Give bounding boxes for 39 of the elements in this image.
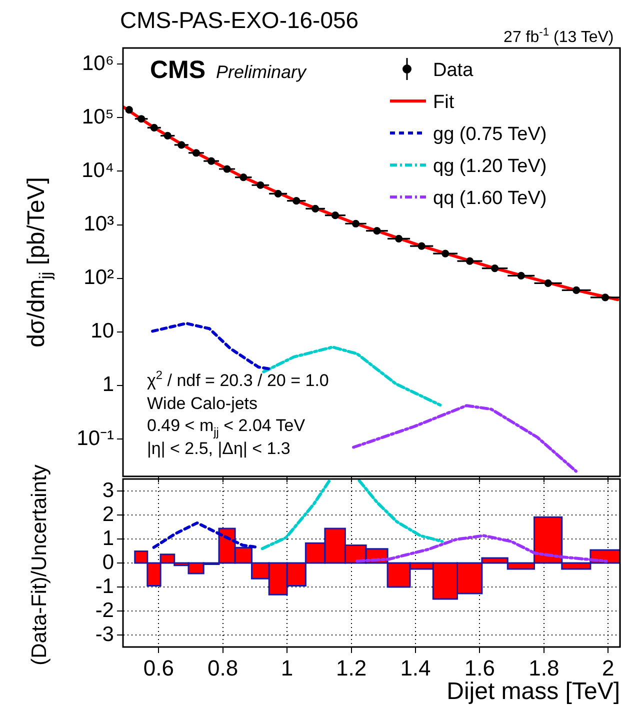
- legend-label: gg (0.75 TeV): [433, 124, 547, 145]
- x-tick-label: 0.8: [208, 655, 238, 680]
- legend-label: Fit: [433, 92, 455, 113]
- y-tick-label: 10⁶: [82, 52, 114, 75]
- line-series: [262, 346, 442, 407]
- x-axis-title: Dijet mass [TeV]: [446, 678, 620, 706]
- legend-label: qq (1.60 TeV): [433, 188, 547, 209]
- y-tick-label: -2: [95, 598, 114, 622]
- y-tick-label: 1: [102, 373, 114, 396]
- annotation: Preliminary: [216, 62, 308, 82]
- y-tick-label: 3: [102, 478, 114, 502]
- y-axis-title: dσ/dmjj [pb/TeV]: [23, 177, 56, 348]
- y-tick-label: 10⁴: [82, 159, 114, 182]
- x-tick-label: 1.2: [336, 655, 367, 680]
- y-tick-label: 0: [102, 550, 114, 574]
- annotation: |η| < 2.5, |Δη| < 1.3: [147, 439, 290, 458]
- annotation: Wide Calo-jets: [147, 394, 258, 413]
- legend-label: qg (1.20 TeV): [433, 156, 547, 177]
- y-tick-label: 10³: [84, 212, 114, 236]
- legend-label: Data: [433, 60, 474, 81]
- y-tick-label: 10²: [84, 266, 114, 290]
- point: [125, 106, 133, 114]
- x-tick-label: 2: [602, 655, 614, 680]
- x-tick-label: 1: [280, 655, 294, 680]
- y-tick-label: -3: [95, 622, 114, 646]
- x-tick-label: 1.4: [400, 655, 431, 680]
- y-tick-label: 1: [102, 526, 114, 550]
- y-tick-label: -1: [95, 574, 114, 598]
- line-series: [352, 404, 578, 473]
- y-tick-label: 2: [102, 502, 114, 526]
- x-tick-label: 1.6: [464, 655, 495, 680]
- y-tick-label: 10: [90, 320, 114, 343]
- x-tick-label: 0.6: [143, 655, 174, 680]
- x-tick-label: 1.8: [528, 655, 560, 680]
- y-tick-label: 10⁵: [82, 105, 114, 128]
- y-axis-title: (Data-Fit)/Uncertainty: [27, 464, 52, 668]
- annotation: CMS: [150, 56, 206, 84]
- chart-title: CMS-PAS-EXO-16-056: [120, 7, 359, 33]
- y-tick-label: 10⁻¹: [76, 426, 114, 450]
